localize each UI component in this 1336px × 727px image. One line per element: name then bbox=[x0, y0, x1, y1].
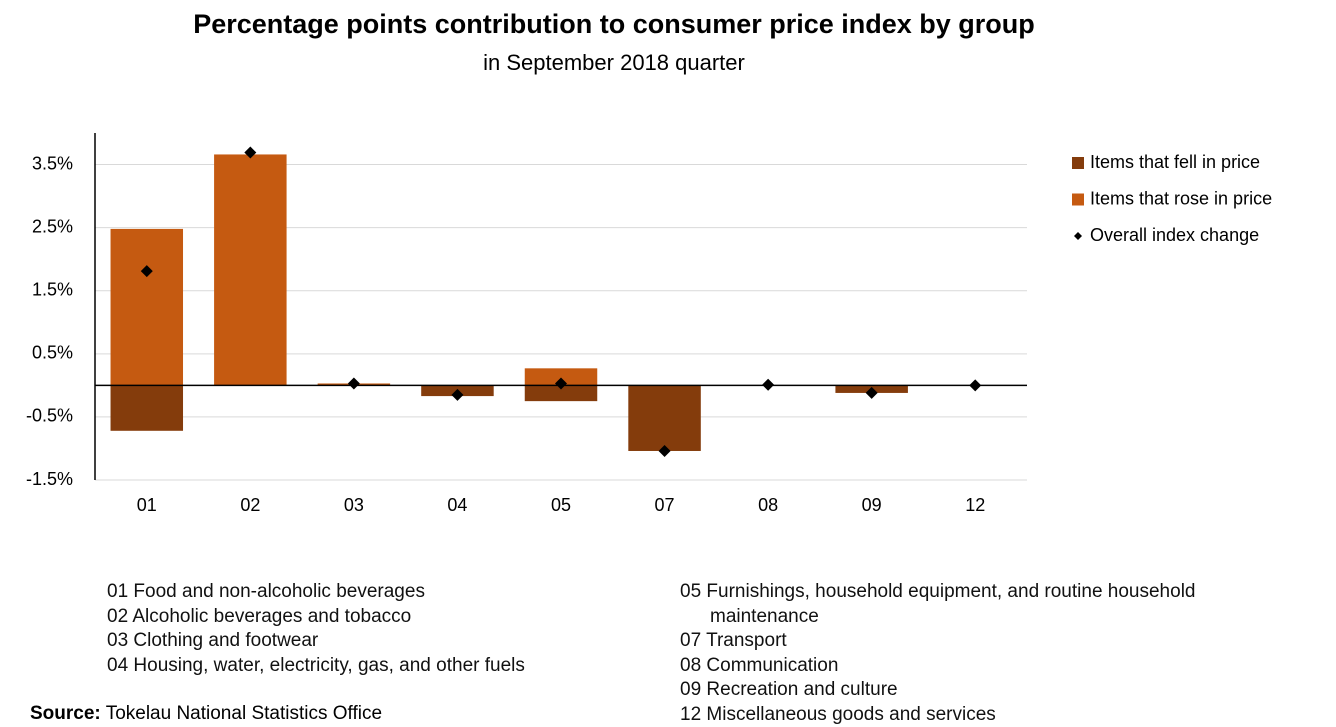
category-note: 07 Transport bbox=[680, 629, 1220, 654]
y-tick-label: 3.5% bbox=[32, 153, 73, 173]
category-note: 08 Communication bbox=[680, 654, 1220, 679]
x-tick-label: 03 bbox=[344, 495, 364, 515]
category-note: 04 Housing, water, electricity, gas, and… bbox=[107, 654, 647, 679]
legend-label: Items that fell in price bbox=[1090, 152, 1260, 172]
legend-label: Overall index change bbox=[1090, 225, 1259, 245]
y-tick-label: 2.5% bbox=[32, 216, 73, 236]
marker bbox=[762, 379, 774, 391]
bar bbox=[111, 229, 183, 385]
chart-title: Percentage points contribution to consum… bbox=[193, 9, 1035, 39]
marker bbox=[348, 377, 360, 389]
bar bbox=[628, 385, 700, 451]
x-tick-label: 02 bbox=[240, 495, 260, 515]
chart-subtitle: in September 2018 quarter bbox=[483, 50, 745, 75]
legend-marker bbox=[1074, 232, 1082, 240]
marker bbox=[969, 379, 981, 391]
bar bbox=[214, 154, 286, 385]
category-note: 03 Clothing and footwear bbox=[107, 629, 647, 654]
source-text: Tokelau National Statistics Office bbox=[106, 703, 382, 724]
category-note: 12 Miscellaneous goods and services bbox=[680, 703, 1220, 727]
y-tick-label: -1.5% bbox=[26, 469, 73, 489]
x-tick-label: 04 bbox=[447, 495, 467, 515]
category-note: 01 Food and non-alcoholic beverages bbox=[107, 580, 647, 605]
source-label: Source: bbox=[30, 703, 101, 724]
category-note: 09 Recreation and culture bbox=[680, 678, 1220, 703]
y-tick-label: -0.5% bbox=[26, 406, 73, 426]
x-tick-label: 01 bbox=[137, 495, 157, 515]
legend-swatch bbox=[1072, 194, 1084, 206]
x-tick-label: 05 bbox=[551, 495, 571, 515]
x-tick-label: 12 bbox=[965, 495, 985, 515]
x-tick-label: 09 bbox=[862, 495, 882, 515]
legend-swatch bbox=[1072, 157, 1084, 169]
legend-label: Items that rose in price bbox=[1090, 188, 1272, 208]
bar bbox=[111, 385, 183, 430]
x-tick-label: 08 bbox=[758, 495, 778, 515]
y-tick-label: 0.5% bbox=[32, 343, 73, 363]
notes-right: 05 Furnishings, household equipment, and… bbox=[680, 580, 1220, 727]
category-note: 02 Alcoholic beverages and tobacco bbox=[107, 605, 647, 630]
x-tick-label: 07 bbox=[655, 495, 675, 515]
source: Source: Tokelau National Statistics Offi… bbox=[30, 703, 382, 725]
category-note: 05 Furnishings, household equipment, and… bbox=[680, 580, 1220, 629]
y-tick-label: 1.5% bbox=[32, 279, 73, 299]
